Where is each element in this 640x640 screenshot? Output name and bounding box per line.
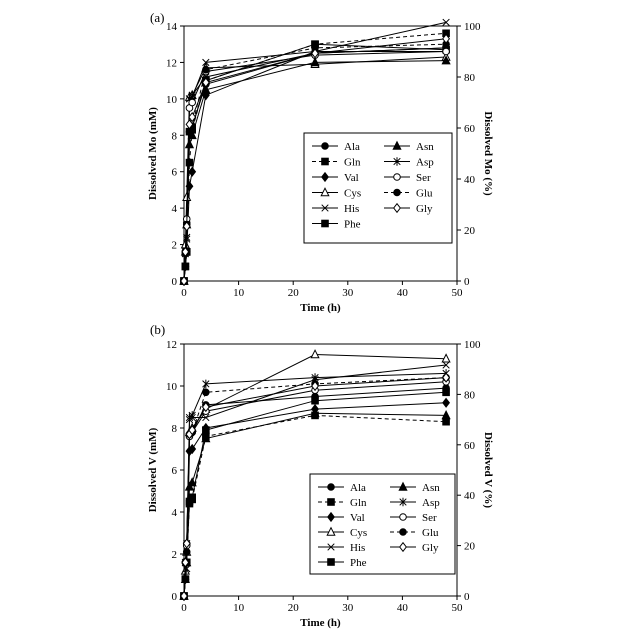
x-tick-label: 10 bbox=[233, 287, 245, 299]
y-right-tick-label: 80 bbox=[464, 72, 476, 84]
x-tick-label: 30 bbox=[342, 602, 354, 614]
legend-marker bbox=[400, 529, 407, 536]
legend-label: Glu bbox=[422, 527, 439, 539]
legend-label: Gln bbox=[350, 497, 367, 509]
y-tick-label: 12 bbox=[166, 57, 177, 69]
y-tick-label: 14 bbox=[166, 21, 178, 33]
x-tick-label: 20 bbox=[288, 602, 300, 614]
y-tick-label: 10 bbox=[166, 94, 178, 106]
legend-label: Ala bbox=[344, 141, 360, 153]
y-tick-label: 10 bbox=[166, 381, 178, 393]
y-tick-label: 0 bbox=[172, 276, 178, 288]
legend-label: Ser bbox=[422, 512, 437, 524]
y-tick-label: 2 bbox=[172, 549, 178, 561]
legend: Ala Gln Val Cys His Phe Asn Asp Ser Glu Gly bbox=[304, 133, 452, 243]
data-point bbox=[443, 389, 450, 396]
panel-label: (b) bbox=[150, 322, 165, 337]
y-right-tick-label: 80 bbox=[464, 389, 476, 401]
x-tick-label: 0 bbox=[181, 287, 187, 299]
panel-label: (a) bbox=[150, 10, 164, 25]
chart-panel-a: (a)0102030405002468101214020406080100Tim… bbox=[147, 10, 494, 314]
y-right-axis-title: Dissolved V (%) bbox=[482, 432, 494, 508]
legend-marker bbox=[394, 189, 401, 196]
legend-label: Gln bbox=[344, 157, 361, 169]
y-right-tick-label: 20 bbox=[464, 541, 476, 553]
y-right-tick-label: 40 bbox=[464, 174, 476, 186]
x-axis-title: Time (h) bbox=[300, 617, 341, 629]
x-tick-label: 50 bbox=[452, 287, 464, 299]
legend-label: Val bbox=[344, 172, 359, 184]
y-tick-label: 8 bbox=[172, 423, 178, 435]
legend-marker bbox=[328, 559, 335, 566]
x-tick-label: 40 bbox=[397, 287, 409, 299]
legend-label: Ser bbox=[416, 172, 431, 184]
data-point bbox=[203, 427, 210, 434]
chart-panel-b: (b)01020304050024681012020406080100Time … bbox=[147, 322, 494, 629]
y-right-tick-label: 100 bbox=[464, 21, 481, 33]
legend-marker bbox=[328, 499, 335, 506]
legend-marker bbox=[322, 158, 329, 165]
y-right-tick-label: 0 bbox=[464, 276, 470, 288]
y-right-tick-label: 20 bbox=[464, 225, 476, 237]
x-tick-label: 20 bbox=[288, 287, 300, 299]
legend-label: Phe bbox=[350, 557, 367, 569]
x-tick-label: 30 bbox=[342, 287, 354, 299]
legend-marker bbox=[322, 143, 329, 150]
legend-label: Glu bbox=[416, 188, 433, 200]
legend-label: Asn bbox=[416, 141, 434, 153]
y-tick-label: 8 bbox=[172, 130, 178, 142]
y-tick-label: 6 bbox=[172, 465, 178, 477]
legend-marker bbox=[394, 174, 401, 181]
y-tick-label: 4 bbox=[172, 507, 178, 519]
legend-label: His bbox=[350, 542, 365, 554]
x-tick-label: 50 bbox=[452, 602, 464, 614]
legend-label: Gly bbox=[416, 203, 433, 215]
x-tick-label: 40 bbox=[397, 602, 409, 614]
data-point bbox=[189, 167, 196, 176]
legend-label: His bbox=[344, 203, 359, 215]
x-axis-title: Time (h) bbox=[300, 302, 341, 314]
legend-label: Asp bbox=[422, 497, 440, 509]
data-point bbox=[312, 397, 319, 404]
legend-label: Cys bbox=[350, 527, 367, 539]
legend-label: Val bbox=[350, 512, 365, 524]
x-tick-label: 10 bbox=[233, 602, 245, 614]
y-tick-label: 2 bbox=[172, 240, 178, 252]
legend-label: Phe bbox=[344, 219, 361, 231]
y-right-axis-title: Dissolved Mo (%) bbox=[482, 111, 494, 196]
y-tick-label: 12 bbox=[166, 339, 177, 351]
legend-marker bbox=[400, 514, 407, 521]
legend: Ala Gln Val Cys His Phe Asn Asp Ser Glu Gly bbox=[310, 474, 455, 574]
legend-label: Asp bbox=[416, 157, 434, 169]
data-point bbox=[203, 66, 210, 73]
legend-marker bbox=[328, 484, 335, 491]
y-tick-label: 6 bbox=[172, 167, 178, 179]
data-point bbox=[443, 418, 450, 425]
y-right-tick-label: 60 bbox=[464, 123, 476, 135]
legend-label: Cys bbox=[344, 188, 361, 200]
data-point bbox=[443, 48, 450, 55]
x-tick-label: 0 bbox=[181, 602, 187, 614]
legend-marker bbox=[322, 220, 329, 227]
data-point bbox=[189, 99, 196, 106]
y-tick-label: 4 bbox=[172, 203, 178, 215]
data-point bbox=[443, 399, 450, 408]
y-right-tick-label: 60 bbox=[464, 440, 476, 452]
legend-label: Ala bbox=[350, 482, 366, 494]
y-right-tick-label: 0 bbox=[464, 591, 470, 603]
legend-label: Asn bbox=[422, 482, 440, 494]
y-right-tick-label: 100 bbox=[464, 339, 481, 351]
data-point bbox=[443, 19, 450, 26]
data-point bbox=[311, 350, 319, 358]
legend-label: Gly bbox=[422, 542, 439, 554]
data-point bbox=[189, 494, 196, 501]
data-point bbox=[203, 389, 210, 396]
y-axis-title: Dissolved Mo (mM) bbox=[147, 107, 159, 200]
y-axis-title: Dissolved V (mM) bbox=[147, 427, 159, 512]
y-right-tick-label: 40 bbox=[464, 490, 476, 502]
y-tick-label: 0 bbox=[172, 591, 178, 603]
